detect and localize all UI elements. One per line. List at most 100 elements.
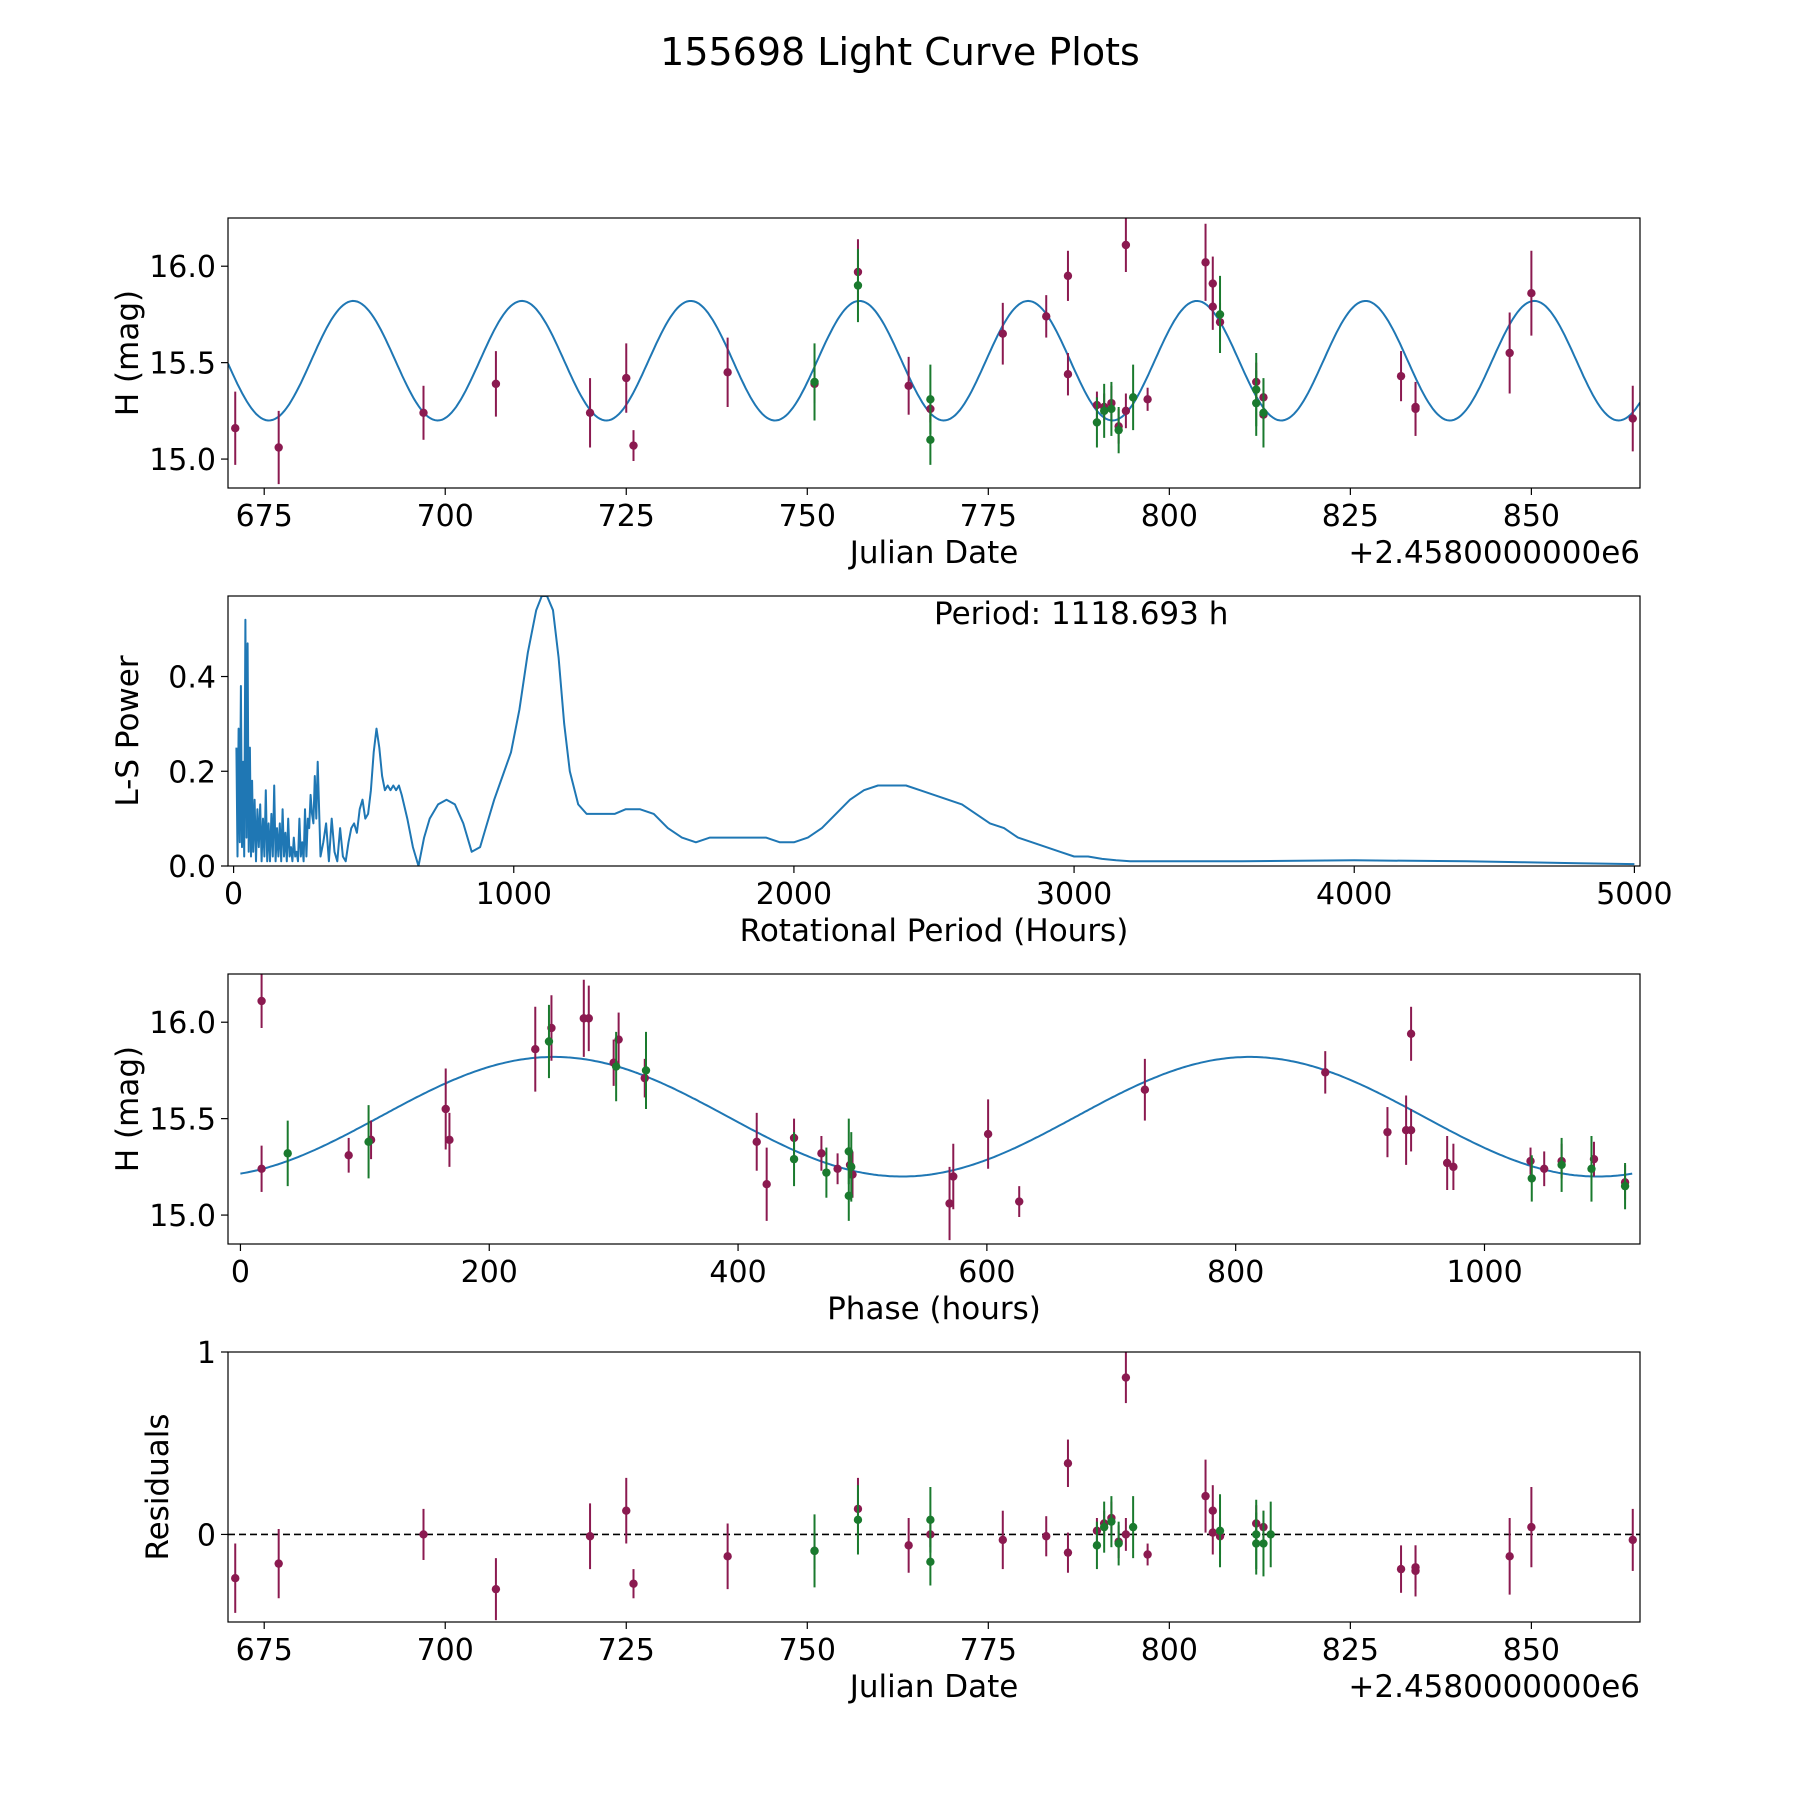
data-point xyxy=(1527,289,1536,298)
data-point xyxy=(1107,1517,1116,1526)
data-point xyxy=(344,1151,353,1160)
data-point xyxy=(1527,1174,1536,1183)
series-filter-B xyxy=(283,1004,1630,1221)
data-point xyxy=(926,395,935,404)
data-point xyxy=(1526,1156,1535,1166)
data-point xyxy=(283,1149,292,1158)
data-point xyxy=(1107,404,1116,414)
axes-frame xyxy=(227,595,1641,867)
model-curve xyxy=(240,1055,1633,1178)
data-point xyxy=(1099,406,1109,416)
data-point xyxy=(1411,1566,1420,1576)
data-point xyxy=(1092,1541,1102,1550)
y-tick-label: 15.0 xyxy=(149,1199,216,1234)
x-tick-label: 725 xyxy=(598,499,655,534)
y-tick-label: 15.0 xyxy=(149,443,216,478)
axes-frame xyxy=(227,973,1641,1245)
data-point xyxy=(640,1073,649,1083)
x-tick-label: 825 xyxy=(1322,1633,1379,1668)
data-point xyxy=(1449,1162,1458,1172)
data-point xyxy=(1121,406,1131,416)
data-point xyxy=(231,1574,240,1583)
data-point xyxy=(949,1172,958,1181)
data-point xyxy=(1063,271,1073,281)
data-point xyxy=(1099,1522,1109,1532)
data-point xyxy=(1321,1068,1330,1077)
periodogram-line xyxy=(235,596,1635,866)
plot-area xyxy=(228,218,1640,485)
data-point xyxy=(641,1066,651,1075)
figure-title: 155698 Light Curve Plots xyxy=(660,30,1140,74)
x-tick-label: 0 xyxy=(231,1255,250,1290)
panel-periodogram: 0 1000 2000 3000 4000 5000 0.0 0.2 0.4 Rotational… xyxy=(110,595,1673,949)
data-point xyxy=(1143,395,1152,404)
panel-residuals: 675 700 725 750 775 800 825 850 0 1 Julian Date Res… xyxy=(140,1336,1641,1705)
data-point xyxy=(904,381,913,390)
x-offset-label: +2.4580000000e6 xyxy=(1348,535,1640,571)
data-point xyxy=(817,1149,826,1158)
series-filter-A xyxy=(231,1352,1637,1621)
data-point xyxy=(1411,404,1420,414)
y-axis-label: H (mag) xyxy=(110,290,146,416)
data-point xyxy=(1128,1522,1138,1532)
data-point xyxy=(1121,1530,1131,1539)
data-point xyxy=(257,996,266,1006)
x-tick-label: 725 xyxy=(598,1633,655,1668)
data-point xyxy=(629,441,638,450)
data-point xyxy=(1557,1160,1566,1170)
y-tick-label: 16.0 xyxy=(149,1006,216,1041)
data-point xyxy=(1442,1158,1452,1168)
axes-frame xyxy=(227,217,1641,489)
data-point xyxy=(1259,1539,1268,1548)
data-point xyxy=(752,1137,761,1146)
data-point xyxy=(945,1199,954,1208)
data-point xyxy=(723,368,732,377)
data-point xyxy=(1628,414,1637,423)
y-tick-label: 0.0 xyxy=(168,850,216,885)
data-point xyxy=(491,379,501,389)
data-point xyxy=(998,1535,1007,1545)
data-point xyxy=(1396,371,1406,381)
plot-area xyxy=(235,596,1635,866)
data-point xyxy=(1587,1164,1596,1173)
y-tick-label: 0.4 xyxy=(168,661,216,696)
data-point xyxy=(1208,279,1217,288)
data-point xyxy=(1208,1528,1217,1537)
data-point xyxy=(810,377,819,387)
data-point xyxy=(1505,348,1514,358)
data-point xyxy=(1128,393,1138,402)
series-filter-A xyxy=(257,974,1630,1241)
plot-area xyxy=(228,1352,1640,1621)
y-tick-label: 15.5 xyxy=(149,1103,216,1138)
data-point xyxy=(1015,1197,1024,1206)
data-point xyxy=(1505,1552,1514,1561)
x-tick-label: 400 xyxy=(709,1255,766,1290)
data-point xyxy=(257,1164,266,1173)
x-offset-label: +2.4580000000e6 xyxy=(1348,1669,1640,1705)
data-point xyxy=(231,424,240,433)
data-point xyxy=(810,1546,819,1556)
x-axis-label: Rotational Period (Hours) xyxy=(740,913,1129,949)
x-tick-label: 3000 xyxy=(1036,877,1112,912)
series-filter-A xyxy=(231,218,1637,485)
data-point xyxy=(584,1014,593,1023)
x-tick-label: 800 xyxy=(1207,1255,1264,1290)
data-point xyxy=(723,1552,732,1561)
x-tick-label: 800 xyxy=(1141,499,1198,534)
data-point xyxy=(1114,425,1123,435)
data-point xyxy=(419,408,428,417)
x-tick-label: 825 xyxy=(1322,499,1379,534)
data-point xyxy=(1092,418,1102,427)
y-axis-label: L-S Power xyxy=(110,655,146,806)
data-point xyxy=(1114,1539,1123,1548)
data-point xyxy=(822,1168,831,1177)
x-tick-label: 1000 xyxy=(1446,1255,1522,1290)
data-point xyxy=(1042,1532,1051,1541)
x-tick-label: 700 xyxy=(417,1633,474,1668)
data-point xyxy=(1215,310,1225,319)
data-point xyxy=(762,1180,771,1189)
data-point xyxy=(1121,240,1131,250)
data-point xyxy=(585,408,595,417)
data-point xyxy=(544,1037,554,1046)
data-point xyxy=(1396,1564,1406,1574)
